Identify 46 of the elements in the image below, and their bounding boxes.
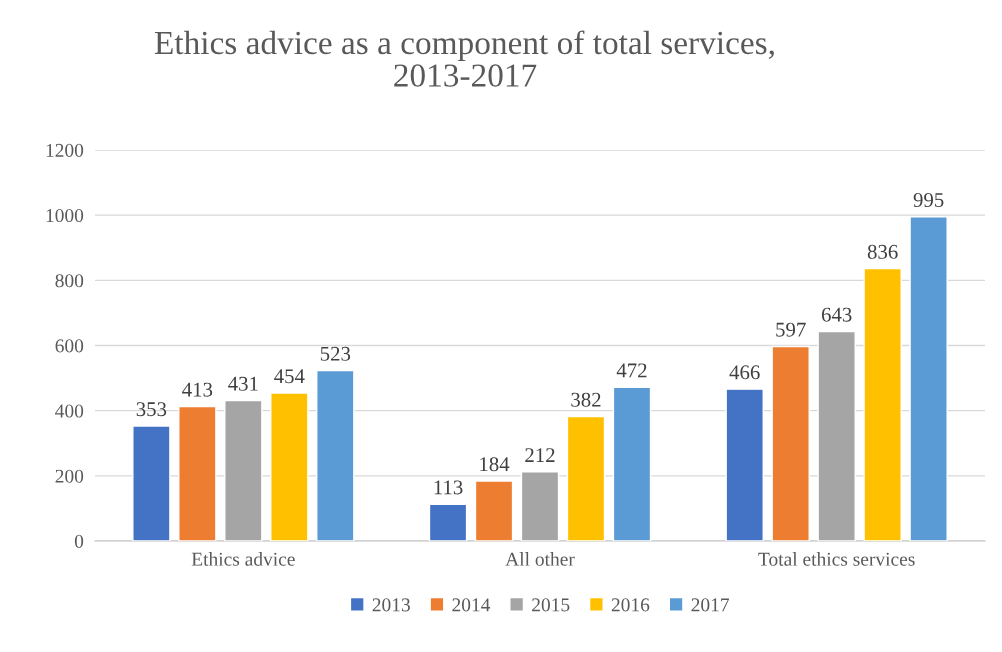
legend-label: 2015	[532, 598, 570, 612]
data-label: 454	[274, 369, 305, 384]
data-label: 382	[571, 392, 601, 407]
legend-label: 2017	[691, 598, 730, 612]
data-label: 643	[821, 307, 852, 322]
y-tick-label: 600	[55, 339, 84, 353]
bar	[224, 399, 263, 541]
y-tick-label: 1000	[46, 208, 84, 223]
data-label: 113	[434, 480, 463, 495]
legend-label: 2014	[452, 598, 491, 612]
legend-label: 2013	[372, 598, 410, 612]
bar	[316, 369, 355, 541]
x-tick-label: All other	[505, 552, 575, 566]
data-label: 413	[182, 382, 213, 397]
x-tick-label: Total ethics services	[758, 552, 915, 566]
y-tick-label: 200	[55, 469, 84, 483]
y-tick-label: 0	[74, 534, 84, 548]
data-label: 466	[729, 365, 760, 380]
x-tick-label: Ethics advice	[191, 552, 295, 566]
bar	[909, 216, 948, 541]
data-label: 212	[525, 448, 555, 462]
y-tick-label: 800	[55, 274, 84, 288]
chart-title: Ethics advice as a component of total services, 2013-2017	[154, 30, 774, 87]
bar	[612, 386, 652, 541]
bar	[725, 388, 764, 541]
bar	[428, 503, 468, 541]
y-tick-label: 400	[55, 404, 84, 418]
data-label: 597	[776, 322, 806, 337]
data-label: 836	[867, 244, 898, 259]
data-label: 353	[136, 402, 167, 417]
bar	[566, 415, 606, 541]
bar	[178, 405, 217, 541]
bar	[863, 267, 902, 541]
bar	[817, 330, 856, 541]
data-label: 184	[480, 457, 510, 472]
data-label: 431	[228, 376, 258, 391]
bar	[132, 425, 171, 541]
data-label: 523	[320, 346, 351, 361]
bar	[771, 345, 810, 541]
legend-label: 2016	[611, 598, 650, 612]
data-label: 472	[616, 363, 647, 378]
bar	[270, 392, 309, 541]
bar	[520, 471, 560, 541]
data-label: 995	[913, 193, 944, 208]
y-tick-label: 1200	[46, 143, 84, 157]
bar	[474, 480, 514, 541]
